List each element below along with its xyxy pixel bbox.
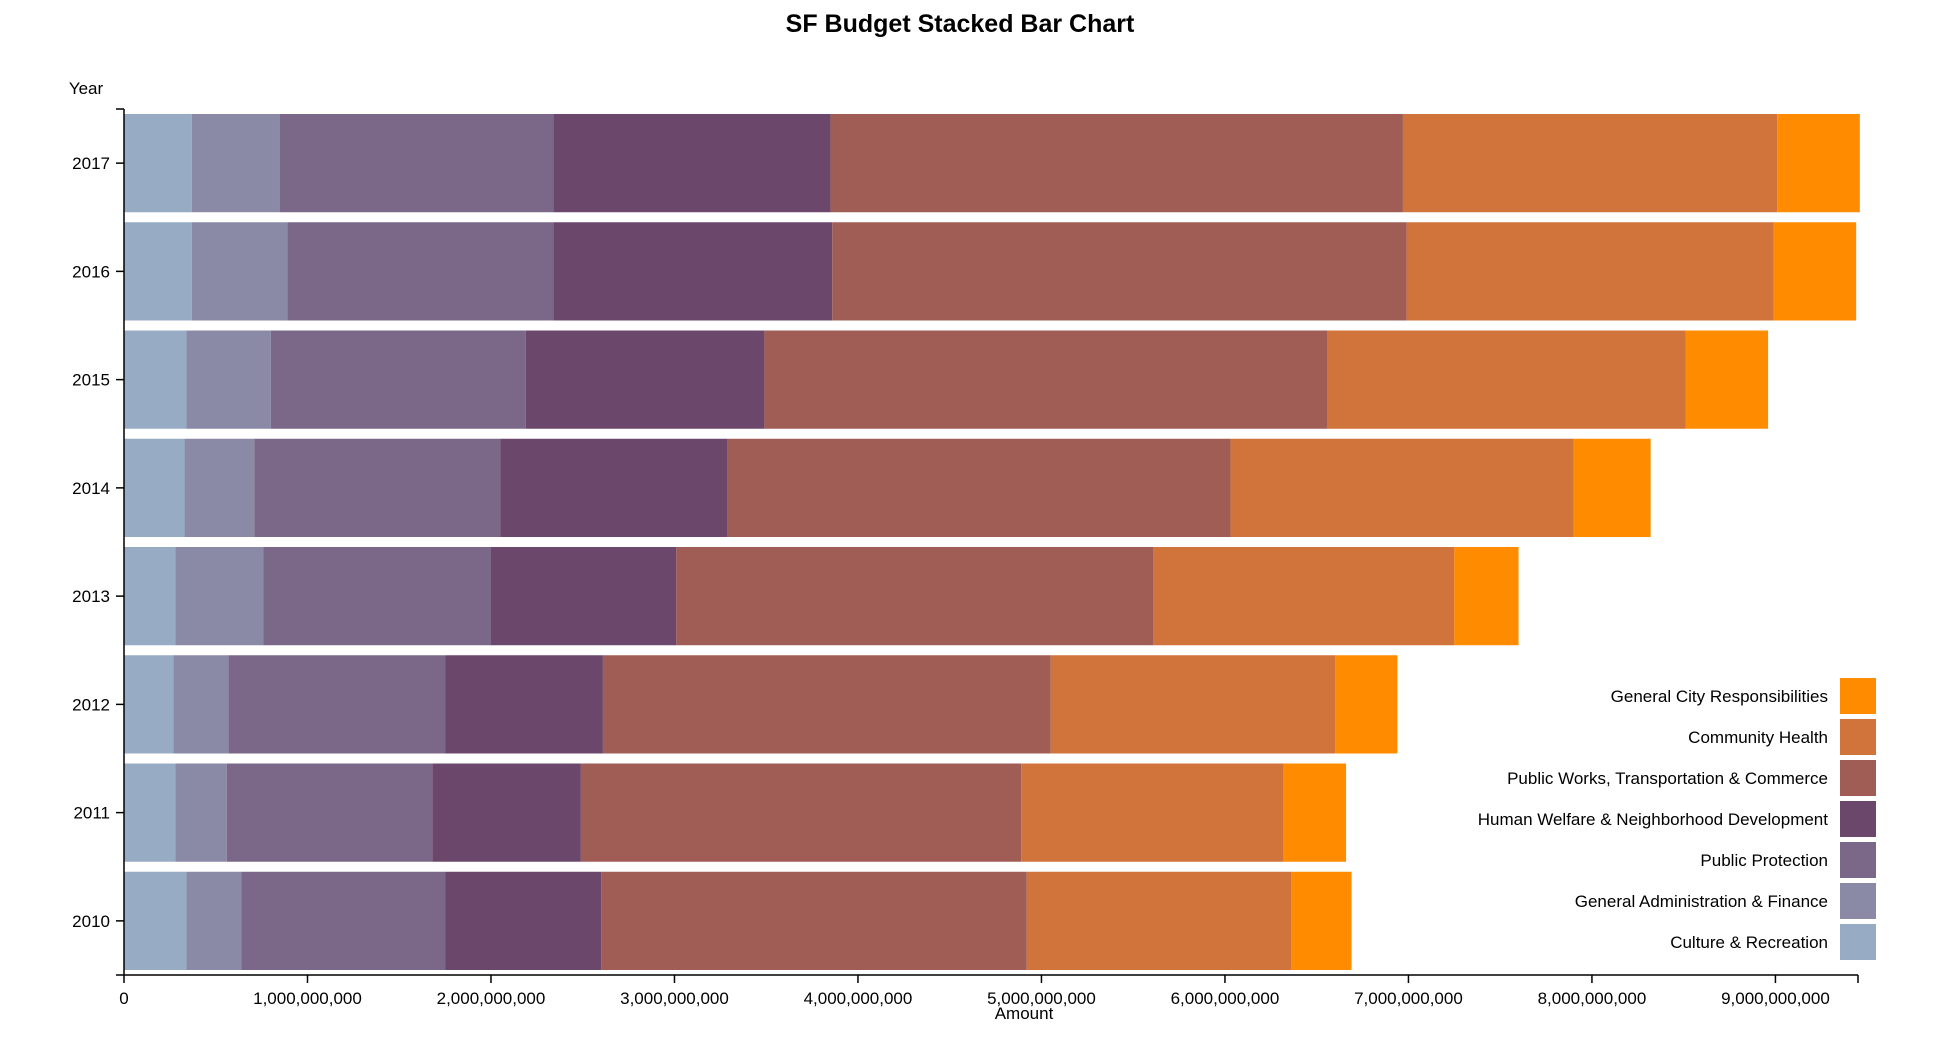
bar-2015-general-city-responsibilities — [1685, 330, 1769, 429]
bar-2014-community-health — [1230, 438, 1574, 537]
bar-2013-general-administration-and-finance — [175, 547, 264, 646]
bar-2016-community-health — [1406, 222, 1774, 321]
legend-swatch-community-health — [1840, 719, 1876, 755]
bar-2017-culture-and-recreation — [124, 114, 192, 213]
legend-label-public-protection: Public Protection — [1700, 851, 1828, 870]
bar-2016-general-administration-and-finance — [191, 222, 288, 321]
legend-label-human-welfare-and-neighborhood-development: Human Welfare & Neighborhood Development — [1478, 810, 1829, 829]
bar-2013-culture-and-recreation — [124, 547, 176, 646]
bar-2010-community-health — [1026, 871, 1292, 970]
bar-2017-human-welfare-and-neighborhood-development — [553, 114, 831, 213]
bar-2017-public-protection — [279, 114, 554, 213]
x-tick-label: 1,000,000,000 — [253, 989, 362, 1008]
bar-2015-general-administration-and-finance — [186, 330, 271, 429]
bar-2011-general-city-responsibilities — [1283, 763, 1347, 862]
x-tick-label: 9,000,000,000 — [1721, 989, 1830, 1008]
bar-2011-public-works-transportation-and-commerce — [580, 763, 1022, 862]
bar-2010-public-protection — [241, 871, 446, 970]
y-tick-label-2016: 2016 — [72, 262, 110, 281]
legend-label-public-works-transportation-and-commerce: Public Works, Transportation & Commerce — [1507, 769, 1828, 788]
y-tick-label-2013: 2013 — [72, 587, 110, 606]
bar-2016-culture-and-recreation — [124, 222, 192, 321]
bar-2011-general-administration-and-finance — [175, 763, 227, 862]
y-tick-label-2012: 2012 — [72, 695, 110, 714]
chart-title: SF Budget Stacked Bar Chart — [786, 10, 1135, 38]
bar-2015-culture-and-recreation — [124, 330, 187, 429]
bar-2014-culture-and-recreation — [124, 438, 185, 537]
y-tick-label-2010: 2010 — [72, 912, 110, 931]
bar-2014-public-protection — [254, 438, 501, 537]
x-axis: 0 1,000,000,000 2,000,000,000 3,000,000,000… — [119, 974, 1859, 1008]
bar-2013-human-welfare-and-neighborhood-development — [490, 547, 677, 646]
legend-label-culture-and-recreation: Culture & Recreation — [1670, 933, 1828, 952]
bar-2014-general-city-responsibilities — [1573, 438, 1651, 537]
x-axis-title: Amount — [995, 1004, 1054, 1023]
bars-layer — [124, 114, 1860, 970]
bar-2010-general-city-responsibilities — [1291, 871, 1352, 970]
legend-swatch-public-works-transportation-and-commerce — [1840, 760, 1876, 796]
bar-2012-public-works-transportation-and-commerce — [602, 655, 1051, 754]
bar-2010-general-administration-and-finance — [186, 871, 242, 970]
bar-2011-culture-and-recreation — [124, 763, 176, 862]
legend-swatch-public-protection — [1840, 842, 1876, 878]
bar-2010-public-works-transportation-and-commerce — [601, 871, 1027, 970]
x-tick-label: 3,000,000,000 — [620, 989, 729, 1008]
bar-2015-public-works-transportation-and-commerce — [764, 330, 1328, 429]
bar-2013-public-protection — [263, 547, 491, 646]
legend-swatch-culture-and-recreation — [1840, 924, 1876, 960]
legend-swatch-human-welfare-and-neighborhood-development — [1840, 801, 1876, 837]
bar-2015-public-protection — [270, 330, 526, 429]
x-tick-label: 5,000,000,000 — [987, 989, 1096, 1008]
bar-2011-human-welfare-and-neighborhood-development — [432, 763, 581, 862]
x-tick-label: 2,000,000,000 — [437, 989, 546, 1008]
legend-label-general-city-responsibilities: General City Responsibilities — [1611, 687, 1828, 706]
bar-2011-public-protection — [226, 763, 433, 862]
bar-2014-general-administration-and-finance — [184, 438, 255, 537]
bar-2010-culture-and-recreation — [124, 871, 187, 970]
bar-2012-general-city-responsibilities — [1335, 655, 1398, 754]
legend-swatch-general-administration-and-finance — [1840, 883, 1876, 919]
x-tick-label: 4,000,000,000 — [804, 989, 913, 1008]
bar-2014-public-works-transportation-and-commerce — [727, 438, 1231, 537]
legend: General City Responsibilities Community H… — [1478, 678, 1876, 960]
y-tick-label-2011: 2011 — [73, 804, 110, 823]
bar-2014-human-welfare-and-neighborhood-development — [500, 438, 728, 537]
bar-2012-general-administration-and-finance — [173, 655, 229, 754]
legend-label-general-administration-and-finance: General Administration & Finance — [1575, 892, 1828, 911]
legend-label-community-health: Community Health — [1688, 728, 1828, 747]
bar-2017-community-health — [1402, 114, 1778, 213]
legend-swatch-general-city-responsibilities — [1840, 678, 1876, 714]
y-axis-title: Year — [69, 79, 104, 98]
bar-2017-general-city-responsibilities — [1777, 114, 1860, 213]
bar-2012-public-protection — [228, 655, 446, 754]
x-tick-label: 7,000,000,000 — [1354, 989, 1463, 1008]
y-tick-label-2015: 2015 — [72, 371, 110, 390]
bar-2015-community-health — [1327, 330, 1686, 429]
bar-2017-general-administration-and-finance — [191, 114, 280, 213]
bar-2012-human-welfare-and-neighborhood-development — [445, 655, 603, 754]
bar-2011-community-health — [1021, 763, 1284, 862]
bar-2016-public-protection — [287, 222, 554, 321]
bar-2013-public-works-transportation-and-commerce — [676, 547, 1154, 646]
bar-2013-general-city-responsibilities — [1454, 547, 1519, 646]
x-tick-label: 0 — [119, 989, 128, 1008]
bar-2013-community-health — [1153, 547, 1455, 646]
bar-2015-human-welfare-and-neighborhood-development — [525, 330, 765, 429]
bar-2016-public-works-transportation-and-commerce — [832, 222, 1407, 321]
y-tick-label-2017: 2017 — [72, 154, 110, 173]
x-tick-label: 6,000,000,000 — [1171, 989, 1280, 1008]
bar-2017-public-works-transportation-and-commerce — [830, 114, 1403, 213]
bar-2016-general-city-responsibilities — [1773, 222, 1857, 321]
x-tick-label: 8,000,000,000 — [1538, 989, 1647, 1008]
bar-2012-community-health — [1050, 655, 1336, 754]
y-axis: 2017 2016 2015 2014 2013 2012 2011 2010 — [72, 108, 125, 976]
y-tick-label-2014: 2014 — [72, 479, 110, 498]
bar-2010-human-welfare-and-neighborhood-development — [445, 871, 602, 970]
bar-2016-human-welfare-and-neighborhood-development — [553, 222, 833, 321]
bar-2012-culture-and-recreation — [124, 655, 174, 754]
